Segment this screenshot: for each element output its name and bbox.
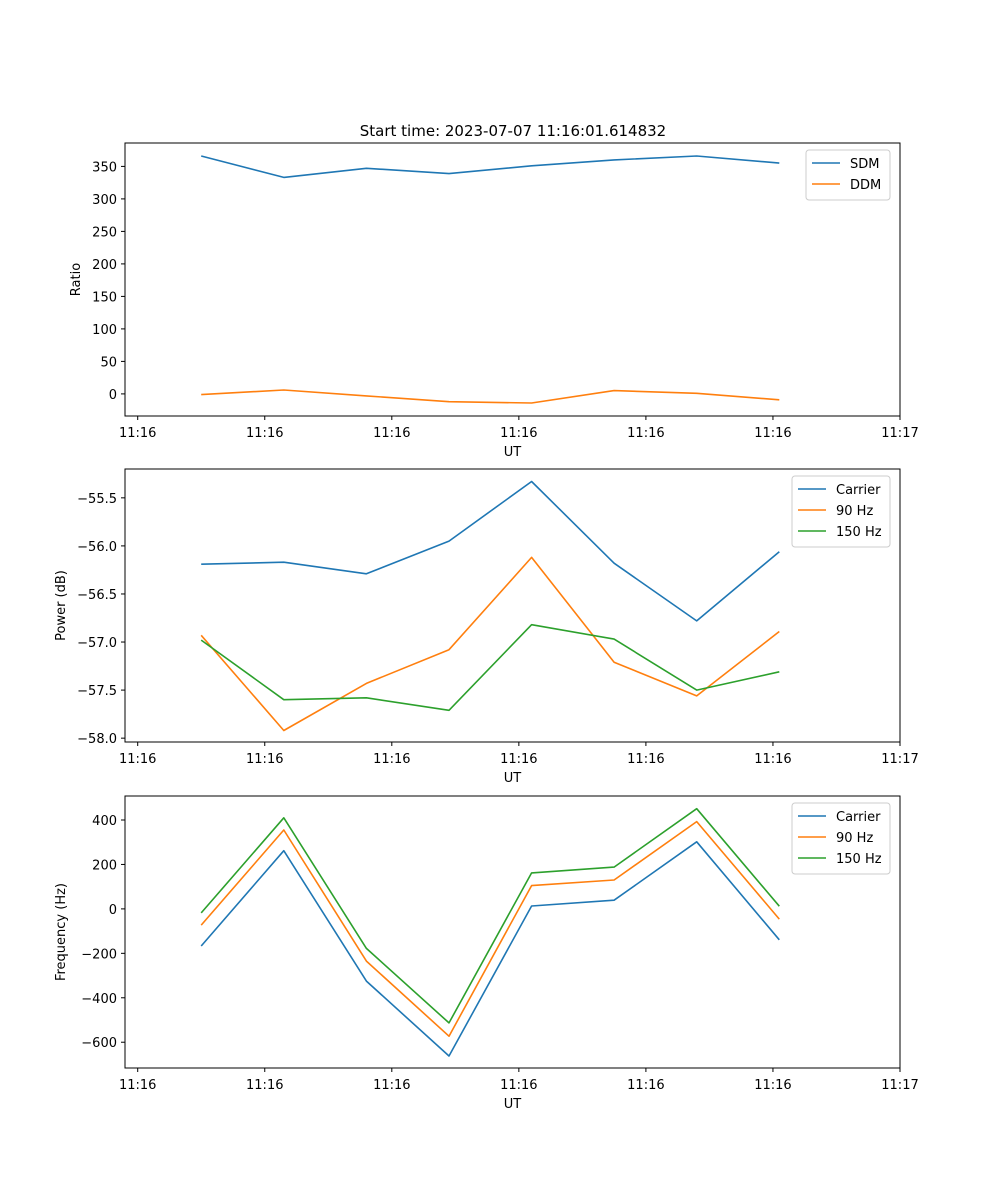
power-legend: Carrier 90 Hz 150 Hz	[791, 475, 891, 548]
power-x-tick-label: 11:16	[500, 752, 537, 767]
frequency-legend-label-90-hz: 90 Hz	[836, 831, 873, 846]
ratio-y-axis-label: Ratio	[69, 263, 84, 296]
power-y-tick-label: −56.5	[77, 588, 117, 603]
ratio-x-tick-label: 11:16	[373, 426, 410, 441]
power-x-tick-label: 11:16	[754, 752, 791, 767]
frequency-legend-label-carrier: Carrier	[836, 810, 881, 825]
ratio-series-ddm-line	[201, 389, 780, 404]
ratio-legend-label-ddm: DDM	[850, 178, 881, 193]
frequency-legend-label-150-hz: 150 Hz	[836, 852, 882, 867]
ratio-axes-frame	[124, 142, 901, 417]
ratio-y-tick-label: 200	[92, 258, 117, 273]
frequency-y-tick-label: −400	[81, 992, 117, 1007]
frequency-x-tick-label: 11:16	[754, 1078, 791, 1093]
power-series-90-hz-line	[200, 556, 780, 732]
subplot-frequency: 11:16 11:16 11:16 11:16 11:16 11:16 11:17 −600 −…	[54, 795, 919, 1112]
frequency-x-tick-label: 11:16	[119, 1078, 156, 1093]
frequency-x-tick-label: 11:16	[627, 1078, 664, 1093]
frequency-x-tick-label: 11:17	[881, 1078, 918, 1093]
power-x-tick-label: 11:16	[373, 752, 410, 767]
frequency-y-tick-label: 400	[92, 814, 117, 829]
power-series-150-hz-line	[200, 623, 780, 712]
ratio-x-tick-label: 11:17	[881, 426, 918, 441]
ratio-x-tick-label: 11:16	[119, 426, 156, 441]
power-y-tick-label: −56.0	[77, 540, 117, 555]
power-x-tick-label: 11:17	[881, 752, 918, 767]
frequency-series-150-hz-line	[200, 807, 780, 1024]
frequency-y-tick-label: −600	[81, 1036, 117, 1051]
frequency-legend-box	[791, 802, 891, 875]
ratio-y-tick-label: 250	[92, 225, 117, 240]
frequency-legend: Carrier 90 Hz 150 Hz	[791, 802, 891, 875]
frequency-x-tick-label: 11:16	[500, 1078, 537, 1093]
ratio-y-tick-label: 50	[100, 355, 117, 370]
power-x-tick-label: 11:16	[627, 752, 664, 767]
ratio-y-tick-label: 100	[92, 323, 117, 338]
frequency-axes-frame	[124, 795, 901, 1069]
power-x-axis-label: UT	[504, 771, 522, 786]
power-legend-box	[791, 475, 891, 548]
power-axes-frame	[124, 468, 901, 743]
frequency-x-tick-label: 11:16	[246, 1078, 283, 1093]
ratio-x-tick-label: 11:16	[754, 426, 791, 441]
power-y-tick-label: −58.0	[77, 732, 117, 747]
power-legend-label-90-hz: 90 Hz	[836, 504, 873, 519]
subplot-ratio: 11:16 11:16 11:16 11:16 11:16 11:16 11:17 0 50 10…	[69, 142, 919, 460]
subplot-power: 11:16 11:16 11:16 11:16 11:16 11:16 11:17 −58.0…	[54, 468, 919, 786]
ratio-y-tick-label: 300	[92, 193, 117, 208]
ratio-x-tick-label: 11:16	[627, 426, 664, 441]
ratio-series-sdm-line	[200, 155, 780, 179]
ratio-y-tick-label: 0	[109, 388, 117, 403]
power-x-tick-label: 11:16	[246, 752, 283, 767]
ratio-legend: SDM DDM	[805, 149, 891, 201]
power-legend-label-150-hz: 150 Hz	[836, 525, 882, 540]
power-y-tick-label: −55.5	[77, 492, 117, 507]
frequency-x-axis-label: UT	[504, 1097, 522, 1112]
frequency-y-tick-label: 0	[109, 903, 117, 918]
power-y-axis-label: Power (dB)	[54, 570, 69, 641]
ratio-x-tick-label: 11:16	[500, 426, 537, 441]
ratio-x-tick-label: 11:16	[246, 426, 283, 441]
frequency-y-tick-label: 200	[92, 858, 117, 873]
ratio-y-tick-label: 150	[92, 290, 117, 305]
ratio-x-axis-label: UT	[504, 445, 522, 460]
frequency-y-tick-label: −200	[81, 947, 117, 962]
ratio-legend-label-sdm: SDM	[850, 157, 879, 172]
power-series-carrier-line	[201, 480, 780, 622]
power-y-tick-label: −57.0	[77, 636, 117, 651]
frequency-y-axis-label: Frequency (Hz)	[54, 883, 69, 981]
power-x-tick-label: 11:16	[119, 752, 156, 767]
ratio-y-tick-label: 350	[92, 160, 117, 175]
frequency-series-carrier-line	[200, 840, 780, 1057]
frequency-x-tick-label: 11:16	[373, 1078, 410, 1093]
frequency-series-90-hz-line	[200, 820, 780, 1037]
figure-title: Start time: 2023-07-07 11:16:01.614832	[360, 122, 666, 140]
power-legend-label-carrier: Carrier	[836, 483, 881, 498]
power-y-tick-label: −57.5	[77, 684, 117, 699]
